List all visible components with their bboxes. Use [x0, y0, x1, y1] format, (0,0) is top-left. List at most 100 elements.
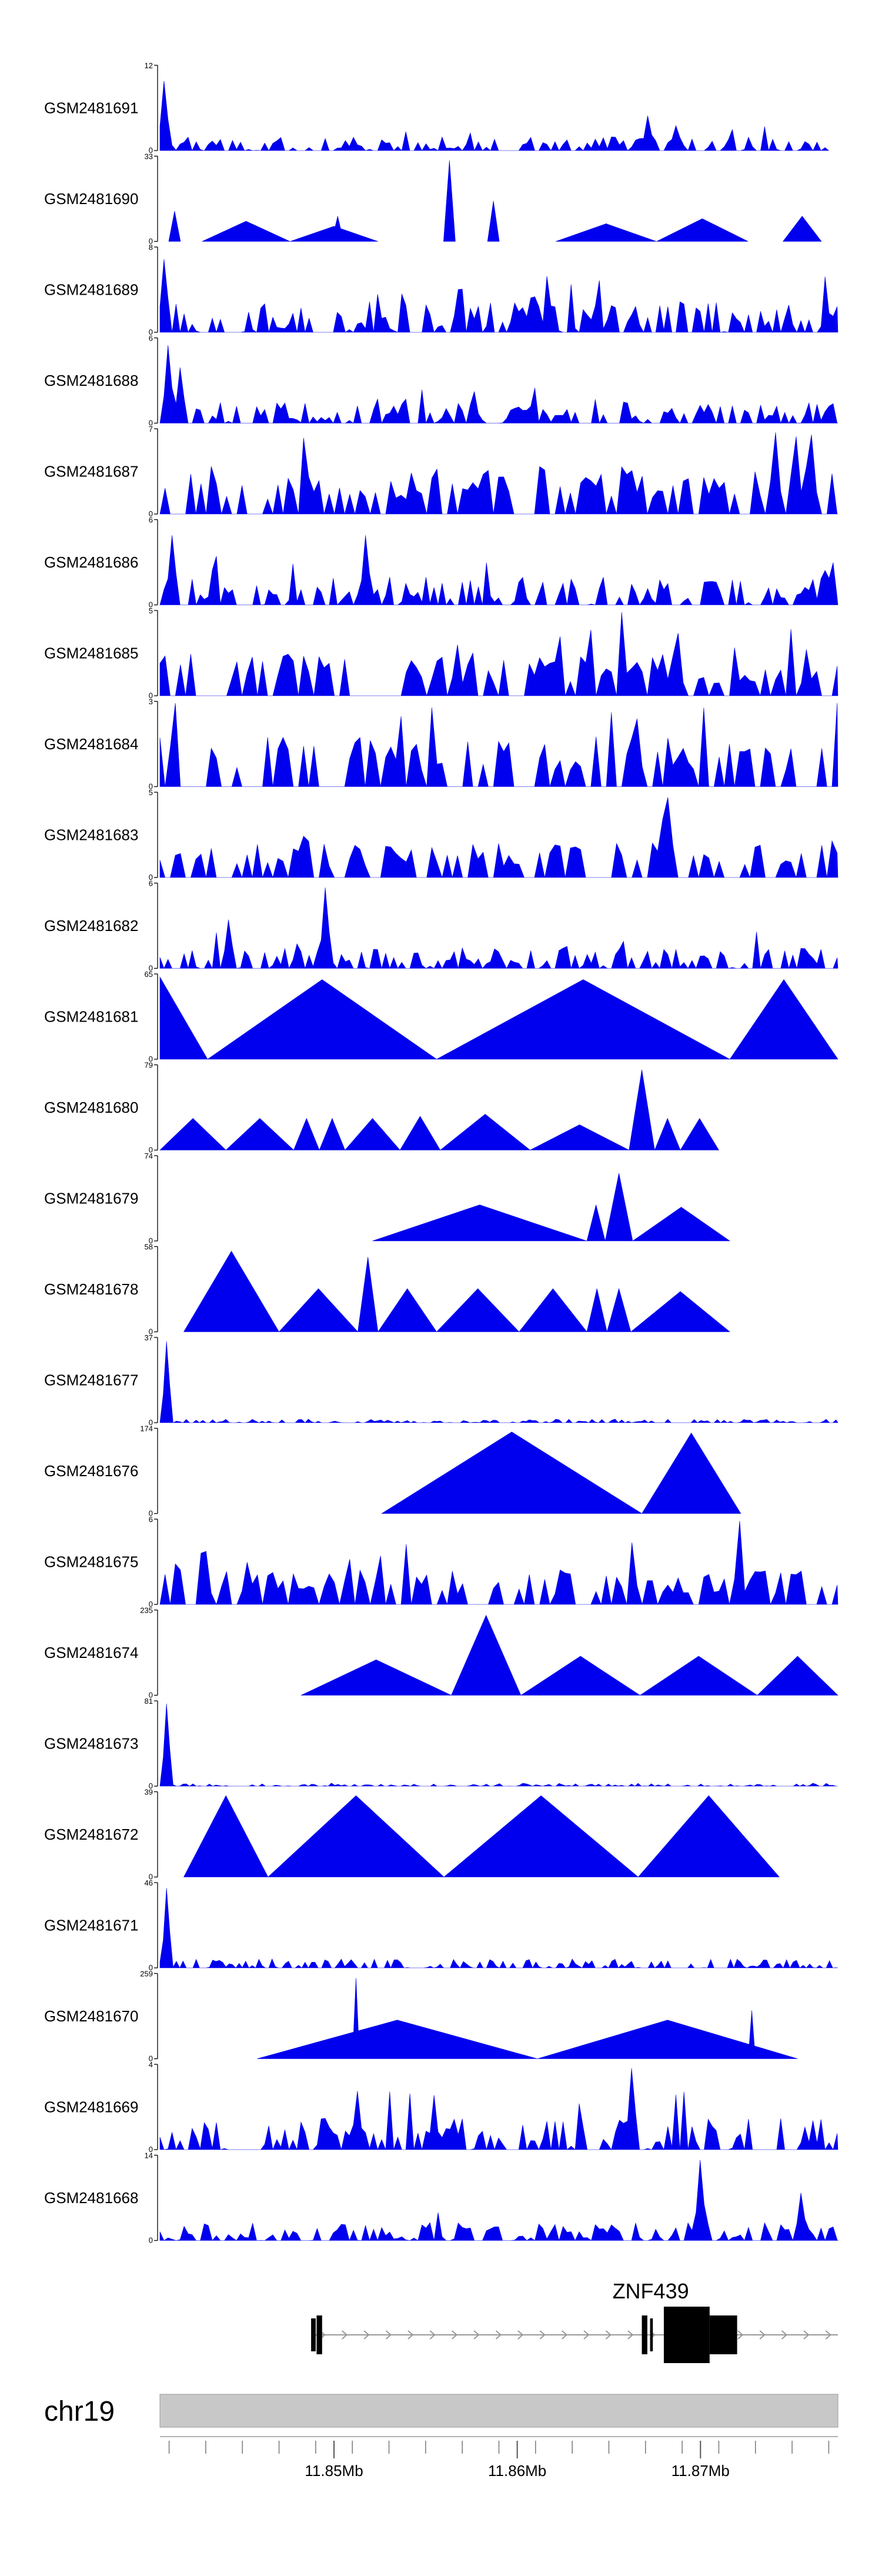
- coverage-signal: [372, 1173, 731, 1242]
- y-tick-label-min: 0: [149, 146, 153, 155]
- track-label: GSM2481669: [44, 2098, 138, 2116]
- track-label: GSM2481689: [44, 281, 138, 299]
- y-tick-label-max: 6: [149, 879, 153, 888]
- track-gsm2481682: GSM2481682 6 0: [44, 879, 838, 973]
- y-tick-label-max: 65: [145, 970, 153, 979]
- track-gsm2481669: GSM2481669 4 0: [44, 2060, 838, 2154]
- y-tick-label-min: 0: [149, 509, 153, 518]
- coverage-signal: [159, 81, 830, 152]
- y-tick-label-max: 46: [145, 1878, 153, 1887]
- track-label: GSM2481688: [44, 372, 138, 389]
- strand-arrow: [759, 2330, 766, 2340]
- track-label: GSM2481670: [44, 2007, 138, 2025]
- coverage-signal: [159, 612, 838, 697]
- coverage-signal: [300, 1614, 838, 1696]
- coverage-signal: [257, 1978, 798, 2059]
- coverage-signal: [159, 703, 838, 787]
- coverage-signal: [159, 2068, 838, 2151]
- y-tick-label-max: 6: [149, 516, 153, 525]
- coverage-signal: [159, 1520, 838, 1606]
- track-label: GSM2481685: [44, 645, 138, 662]
- chromosome-ideogram: chr19: [44, 2394, 838, 2428]
- track-label: GSM2481690: [44, 190, 138, 208]
- y-tick-label-max: 174: [140, 1424, 153, 1433]
- strand-arrow: [363, 2330, 370, 2340]
- y-tick-label-min: 0: [149, 1691, 153, 1700]
- strand-arrow: [583, 2330, 590, 2340]
- coverage-signal: [159, 797, 838, 879]
- y-tick-label-max: 33: [145, 152, 153, 161]
- track-gsm2481687: GSM2481687 7 0: [44, 425, 838, 518]
- track-label: GSM2481671: [44, 1917, 138, 1934]
- y-tick-label-max: 7: [149, 425, 153, 433]
- track-label: GSM2481675: [44, 1553, 138, 1571]
- coverage-signal: [159, 976, 838, 1060]
- track-label: GSM2481683: [44, 826, 138, 844]
- strand-arrow: [385, 2330, 392, 2340]
- coverage-signal: [159, 1888, 838, 1968]
- strand-arrow: [562, 2330, 568, 2340]
- strand-arrow: [605, 2330, 612, 2340]
- coverage-tracks: GSM2481691120GSM2481690330GSM248168980GS…: [44, 61, 838, 2245]
- chromosome-label: chr19: [44, 2396, 115, 2427]
- track-label: GSM2481684: [44, 735, 138, 753]
- track-gsm2481683: GSM2481683 5 0: [44, 788, 838, 882]
- gene-exon: [650, 2318, 653, 2351]
- coverage-signal: [159, 1069, 719, 1150]
- y-tick-label-min: 0: [149, 1781, 153, 1790]
- y-tick-label-max: 12: [145, 61, 153, 70]
- strand-arrow: [627, 2330, 634, 2340]
- track-label: GSM2481681: [44, 1008, 138, 1026]
- coverage-signal: [159, 432, 838, 515]
- track-label: GSM2481674: [44, 1644, 138, 1661]
- strand-arrow: [452, 2330, 458, 2340]
- track-label: GSM2481687: [44, 463, 138, 481]
- coverage-signal: [183, 1250, 730, 1332]
- strand-arrow: [781, 2330, 788, 2340]
- coverage-signal: [381, 1432, 741, 1514]
- coverage-signal: [183, 1795, 780, 1877]
- y-tick-label-max: 4: [149, 2060, 153, 2069]
- coverage-signal: [159, 2160, 838, 2241]
- coverage-signal: [159, 887, 838, 969]
- strand-arrow: [825, 2330, 831, 2340]
- y-tick-label-min: 0: [149, 2145, 153, 2154]
- track-gsm2481688: GSM2481688 6 0: [44, 334, 838, 428]
- track-gsm2481675: GSM2481675 6 0: [44, 1515, 838, 1609]
- strand-arrow: [407, 2330, 414, 2340]
- gene-exon: [709, 2315, 737, 2354]
- track-gsm2481677: GSM2481677 37 0: [44, 1333, 838, 1427]
- track-gsm2481680: GSM2481680 79 0: [44, 1061, 719, 1154]
- y-tick-label-max: 6: [149, 334, 153, 343]
- track-gsm2481681: GSM2481681 65 0: [44, 970, 838, 1063]
- y-tick-label-min: 0: [149, 1055, 153, 1063]
- y-tick-label-min: 0: [149, 1236, 153, 1245]
- coverage-signal: [159, 1703, 838, 1787]
- y-tick-label-min: 0: [149, 1873, 153, 1881]
- track-gsm2481679: GSM2481679 74 0: [44, 1152, 731, 1245]
- track-label: GSM2481668: [44, 2189, 138, 2207]
- genome-tick-label: 11.85Mb: [305, 2462, 363, 2480]
- y-tick-label-max: 14: [145, 2151, 153, 2160]
- gene-exon: [311, 2318, 316, 2351]
- track-label: GSM2481682: [44, 917, 138, 935]
- strand-arrow: [737, 2330, 744, 2340]
- y-tick-label-min: 0: [149, 1963, 153, 1972]
- y-tick-label-max: 259: [140, 1970, 153, 1978]
- y-tick-label-max: 6: [149, 1515, 153, 1524]
- y-tick-label-min: 0: [149, 237, 153, 246]
- track-gsm2481691: GSM2481691 12 0: [44, 61, 830, 155]
- track-label: GSM2481677: [44, 1372, 138, 1389]
- track-gsm2481674: GSM2481674 235 0: [44, 1606, 838, 1700]
- coverage-signal: [159, 1341, 838, 1423]
- track-gsm2481678: GSM2481678 58 0: [44, 1243, 730, 1336]
- coverage-signal: [168, 160, 822, 242]
- y-tick-label-max: 74: [145, 1152, 153, 1160]
- track-gsm2481671: GSM2481671 46 0: [44, 1878, 838, 1972]
- track-label: GSM2481672: [44, 1826, 138, 1843]
- y-tick-label-max: 5: [149, 788, 153, 797]
- gene-name-label: ZNF439: [613, 2279, 689, 2303]
- track-gsm2481686: GSM2481686 6 0: [44, 516, 838, 609]
- track-label: GSM2481679: [44, 1190, 138, 1207]
- strand-arrow: [517, 2330, 524, 2340]
